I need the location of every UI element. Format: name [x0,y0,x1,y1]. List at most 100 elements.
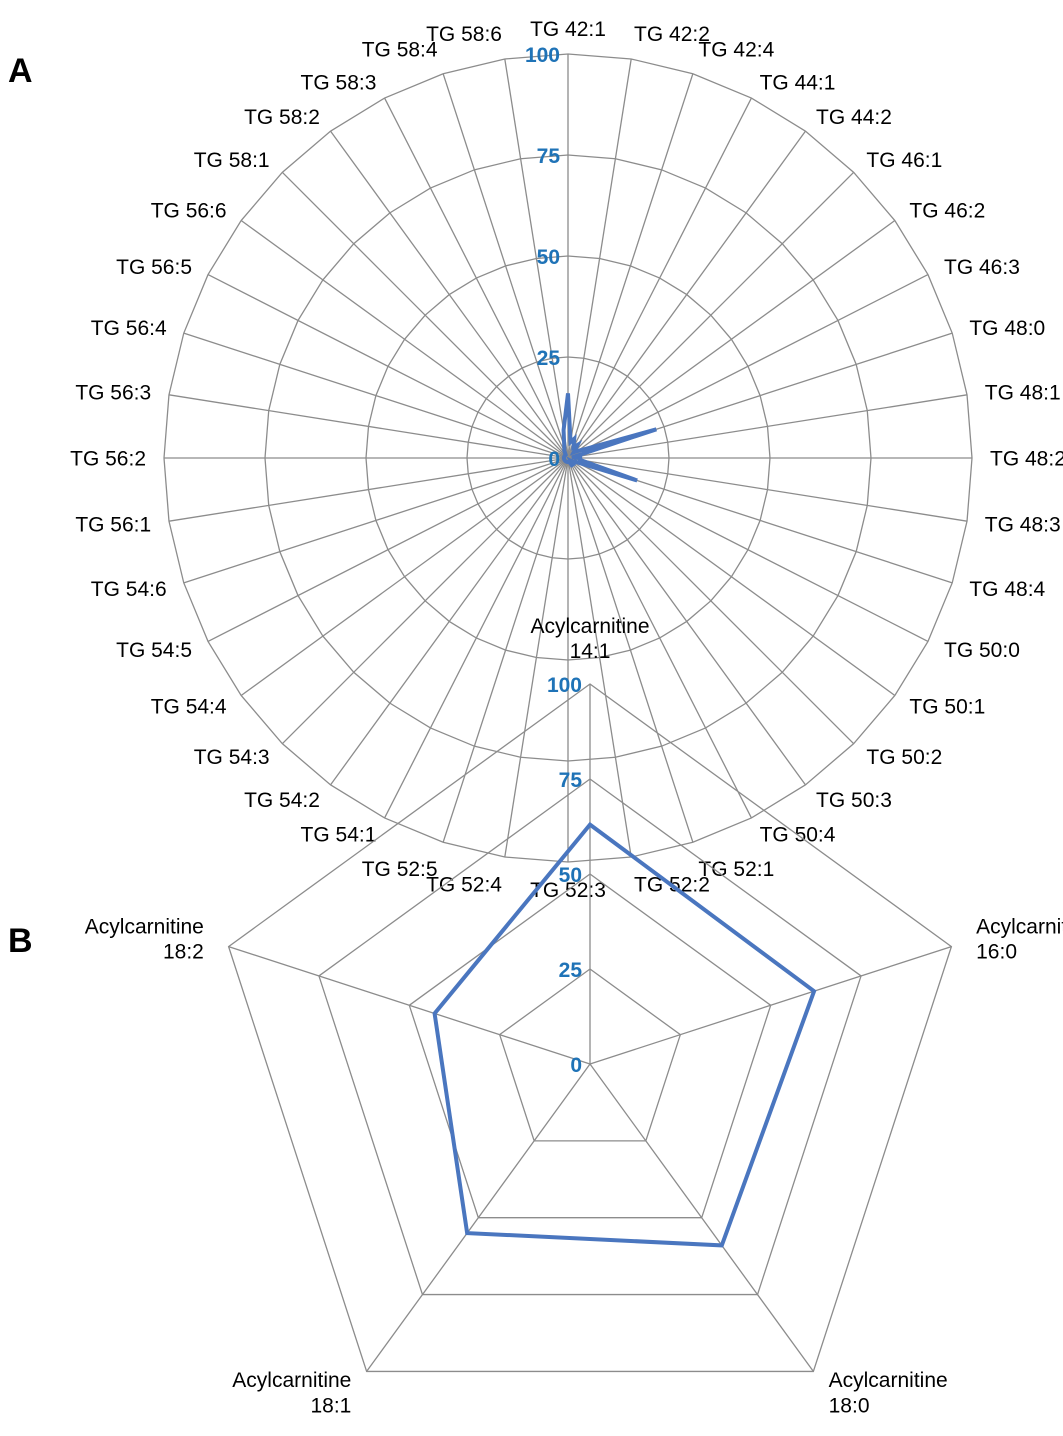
grid-spoke [442,73,569,459]
grid-spoke [207,274,569,459]
grid-spoke [567,457,694,843]
grid-spoke [567,457,632,858]
grid-spoke [281,171,569,459]
category-label: TG 52:5 [362,858,438,881]
radial-tick-label: 25 [559,959,583,982]
category-label: TG 44:1 [760,71,836,94]
category-label: TG 48:0 [969,317,1045,340]
category-label: TG 48:4 [969,578,1045,601]
series-line [432,821,817,1248]
grid-spoke [589,945,952,1065]
panel-a-label: A [8,52,33,90]
grid-spoke [567,457,929,642]
grid-spoke [207,457,569,642]
grid-spoke [384,457,569,819]
grid-spoke [504,58,569,459]
category-label: TG 58:2 [244,106,320,129]
category-label: TG 54:5 [116,639,192,662]
category-label: TG 54:3 [194,746,270,769]
category-label: TG 52:1 [698,858,774,881]
category-label: TG 54:6 [91,578,167,601]
grid-spoke [384,97,569,459]
grid-spoke [281,457,569,745]
grid-spoke [567,97,752,459]
category-label: Acylcarnitine 18:1 [232,1369,351,1417]
grid-spoke [567,457,855,745]
category-label: TG 42:1 [530,18,606,41]
category-label: TG 54:4 [151,695,227,718]
grid-spoke [330,130,569,459]
category-label: TG 58:6 [426,23,502,46]
grid-spoke [567,457,896,696]
radial-tick-label: 25 [537,347,561,370]
category-label: TG 56:5 [116,256,192,279]
category-label: TG 50:0 [944,639,1020,662]
category-label: TG 42:4 [698,39,774,62]
category-label: TG 50:1 [909,695,985,718]
grid-spoke [567,457,806,786]
category-label: TG 54:2 [244,789,320,812]
grid-ring [227,683,953,1373]
grid-spoke [228,945,591,1065]
category-label: TG 56:4 [91,317,167,340]
grid-ring [318,778,862,1296]
category-label: TG 52:4 [426,874,502,897]
category-label: TG 54:1 [301,823,377,846]
category-label: TG 46:2 [909,199,985,222]
grid-spoke [183,457,569,584]
panel-b-label: B [8,922,33,960]
grid-spoke [183,332,569,459]
grid-spoke [567,457,968,522]
category-label: TG 58:1 [194,149,270,172]
radial-tick-label: 0 [570,1054,582,1077]
grid-spoke [442,457,569,843]
grid-spoke [567,274,929,459]
grid-ring [498,968,682,1142]
grid-spoke [168,394,569,459]
category-label: TG 46:3 [944,256,1020,279]
grid-spoke [366,1063,591,1372]
category-label: TG 56:2 [70,447,146,470]
grid-ring [408,873,772,1219]
grid-spoke [589,1063,814,1372]
radial-tick-label: 0 [548,448,560,471]
grid-spoke [567,220,896,459]
grid-spoke [567,73,694,459]
category-label: TG 50:3 [816,789,892,812]
category-label: Acylcarnitine 18:0 [829,1369,948,1417]
grid-spoke [567,58,632,459]
category-label: TG 44:2 [816,106,892,129]
category-label: Acylcarnitine16:0 [976,915,1063,963]
radial-tick-label: 75 [537,145,561,168]
grid-spoke [240,220,569,459]
category-label: TG 46:1 [866,149,942,172]
category-label: TG 56:3 [75,381,151,404]
category-label: TG 42:2 [634,23,710,46]
category-label: Acylcarnitine 14:1 [530,615,649,663]
category-label: Acylcarnitine 18:2 [85,915,204,963]
grid-spoke [168,457,569,522]
radial-tick-label: 50 [559,864,582,887]
grid-spoke [240,457,569,696]
radar-chart-a: 0 25 50 75 100 TG 42:1 TG 42:2TG 42:4 TG 44:1 TG… [70,18,1063,902]
radial-tick-label: 75 [559,769,583,792]
category-label: TG 56:1 [75,513,151,536]
grid-spoke [330,457,569,786]
category-label: TG 56:6 [151,199,227,222]
category-label: TG 58:4 [362,39,438,62]
radial-tick-label: 100 [525,44,560,67]
radial-tick-label: 100 [547,674,582,697]
grid-spoke [567,394,968,459]
grid-spoke [567,457,752,819]
grid-spoke [567,130,806,459]
category-label: TG 48:3 [985,513,1061,536]
radial-tick-label: 50 [537,246,560,269]
grid-spoke [567,171,855,459]
category-label: TG 48:2 [990,447,1063,470]
category-label: TG 48:1 [985,381,1061,404]
category-label: TG 50:2 [866,746,942,769]
grid-spoke [504,457,569,858]
category-label: TG 58:3 [301,71,377,94]
